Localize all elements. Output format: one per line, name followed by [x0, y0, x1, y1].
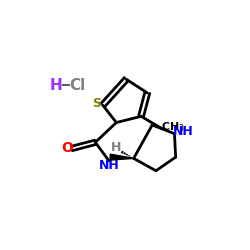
Text: H: H [50, 78, 62, 93]
Text: NH: NH [99, 159, 120, 172]
Text: H: H [110, 142, 121, 154]
Text: Cl: Cl [70, 78, 86, 93]
Text: O: O [62, 142, 73, 156]
Polygon shape [110, 154, 134, 160]
Text: CH$_3$: CH$_3$ [161, 120, 185, 134]
Text: NH: NH [173, 125, 194, 138]
Text: S: S [92, 98, 101, 110]
